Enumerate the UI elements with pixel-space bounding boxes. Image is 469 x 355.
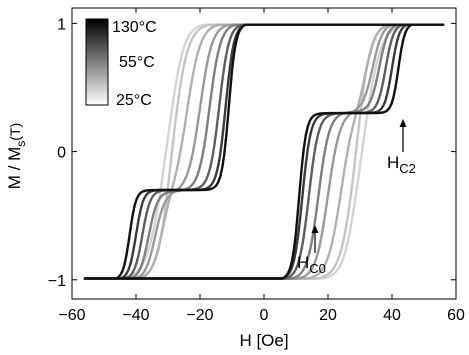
- x-tick-label: 60: [447, 307, 465, 324]
- x-tick-label: 40: [383, 307, 401, 324]
- y-axis-label-main: M / M: [5, 147, 24, 190]
- y-axis-label-suffix: (T): [7, 123, 23, 141]
- annotation-hc2-label: HC2: [387, 153, 416, 176]
- hysteresis-curves: [83, 23, 445, 280]
- y-tick-label: −1: [48, 273, 66, 290]
- x-tick-label: 20: [319, 307, 337, 324]
- colorbar-label-low: 25°C: [116, 92, 152, 109]
- colorbar-label-mid: 55°C: [119, 54, 155, 71]
- annotation-hc2-main: H: [387, 153, 399, 172]
- x-tick-label: 0: [260, 307, 269, 324]
- x-tick-label: −40: [122, 307, 149, 324]
- annotation-hc2-sub: C2: [399, 161, 416, 176]
- annotation-hc0: HC0: [297, 225, 326, 276]
- y-tick-label: 0: [57, 145, 66, 162]
- y-axis-label-sub: s: [14, 141, 28, 147]
- annotation-hc2-arrowhead: [399, 119, 407, 127]
- y-tick-label: 1: [57, 16, 66, 33]
- series-line-130C: [83, 23, 445, 280]
- colorbar-gradient: [85, 18, 109, 106]
- annotation-hc0-arrowhead: [311, 225, 319, 233]
- temperature-colorbar: 130°C 55°C 25°C: [85, 18, 157, 109]
- annotation-hc0-label: HC0: [297, 253, 326, 276]
- y-axis-label: M / Ms(T): [5, 123, 28, 189]
- annotation-hc2: HC2: [387, 119, 416, 176]
- axis-tick-labels: −60 −40 −20 0 20 40 60 −1 0 1: [48, 16, 465, 324]
- x-tick-label: −20: [186, 307, 213, 324]
- annotation-hc0-main: H: [297, 253, 309, 272]
- x-tick-label: −60: [58, 307, 85, 324]
- x-axis-label: H [Oe]: [239, 331, 288, 350]
- axis-ticks: [71, 8, 457, 299]
- annotation-hc0-sub: C0: [309, 261, 326, 276]
- colorbar-label-high: 130°C: [112, 19, 157, 36]
